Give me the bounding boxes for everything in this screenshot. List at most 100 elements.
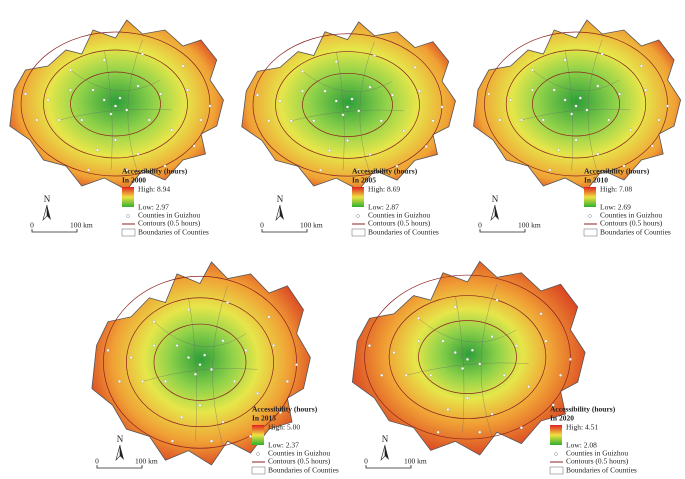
legend-ramp	[584, 187, 596, 207]
north-arrow	[280, 205, 284, 220]
legend-high: High: 7.08	[600, 185, 632, 194]
county-point	[186, 88, 189, 92]
county-point	[118, 96, 122, 100]
county-point	[334, 99, 338, 103]
county-boundary	[154, 322, 246, 347]
legend-ramp	[550, 425, 562, 445]
scale-bar	[31, 229, 78, 233]
north-arrow	[42, 204, 48, 222]
north-label: N	[44, 194, 51, 204]
county-point	[436, 430, 440, 434]
legend-county-symbol	[256, 452, 260, 456]
legend-boundaries: Boundaries of Counties	[600, 228, 671, 237]
province-area	[474, 20, 681, 190]
scale-zero: 0	[30, 221, 34, 230]
county-point	[35, 118, 39, 122]
county-point	[607, 118, 611, 122]
county-point	[418, 89, 421, 93]
county-point	[417, 339, 420, 343]
county-point	[570, 112, 574, 116]
contour	[389, 296, 546, 419]
county-point	[413, 65, 417, 69]
county-point	[187, 308, 190, 312]
county-point	[170, 439, 174, 443]
legend-ramp	[122, 187, 134, 207]
county-point	[249, 434, 253, 438]
county-boundary	[71, 70, 161, 91]
legend-high: High: 8.94	[138, 185, 170, 194]
county-boundary	[588, 40, 602, 174]
county-point	[495, 298, 499, 302]
contour	[506, 50, 646, 158]
county-point	[563, 58, 567, 62]
county-point	[102, 98, 106, 102]
county-point	[368, 152, 372, 156]
north-arrow	[47, 205, 51, 220]
scale-bar	[96, 465, 143, 469]
map	[352, 261, 585, 455]
legend-county-symbol	[588, 214, 592, 218]
legend-year: In 2020	[550, 414, 574, 423]
county-point	[256, 391, 259, 395]
county-point	[334, 59, 338, 63]
county-point	[80, 118, 84, 122]
contour	[253, 34, 442, 176]
legend-high: High: 8.69	[368, 185, 400, 194]
county-point	[87, 168, 90, 172]
county-point	[203, 353, 207, 357]
contour	[532, 72, 619, 136]
legend-low: Low: 2.37	[268, 441, 299, 450]
county-point	[559, 373, 563, 377]
north-arrow	[115, 444, 121, 462]
county-point	[152, 320, 156, 324]
county-point	[596, 152, 600, 156]
county-point	[192, 144, 196, 148]
county-point	[502, 373, 506, 377]
county-point	[24, 92, 27, 96]
county-point	[233, 379, 236, 383]
county-point	[544, 339, 548, 343]
county-point	[323, 89, 327, 93]
legend-boundary-symbol	[251, 466, 266, 475]
county-point	[453, 305, 457, 309]
county-point	[106, 348, 110, 352]
county-point	[551, 403, 555, 407]
county-point	[478, 362, 482, 366]
north-arrow	[120, 445, 124, 460]
county-point	[520, 118, 523, 122]
legend-ramp	[352, 187, 364, 207]
county-point	[453, 351, 457, 354]
county-point	[417, 316, 420, 320]
scale-zero: 0	[95, 457, 99, 466]
county-point	[441, 339, 445, 343]
legend-boundary-symbol	[351, 228, 366, 237]
scale-distance: 100 km	[70, 221, 93, 230]
county-boundary	[481, 284, 497, 437]
legend-boundaries: Boundaries of Counties	[268, 466, 339, 475]
county-point	[424, 145, 428, 148]
contour	[21, 32, 210, 176]
legend-ramp	[252, 425, 264, 445]
scale-distance: 100 km	[300, 221, 323, 230]
county-point	[198, 363, 202, 367]
county-point	[466, 357, 469, 361]
county-point	[136, 84, 140, 88]
county-point	[289, 119, 293, 123]
legend-title: Accessibility (hours)	[252, 405, 318, 414]
legend-counties: Counties in Guizhou	[268, 449, 330, 458]
county-point	[440, 105, 444, 109]
county-boundary	[455, 296, 464, 433]
legend-low: Low: 2.69	[600, 203, 631, 212]
county-point	[461, 366, 465, 370]
legend-contours: Contours (0.5 hours)	[600, 219, 663, 228]
county-point	[69, 88, 72, 92]
county-point	[357, 109, 361, 113]
county-boundary	[303, 71, 393, 92]
map	[92, 262, 311, 465]
contour	[71, 72, 161, 136]
county-point	[596, 84, 600, 88]
county-point	[557, 148, 561, 152]
